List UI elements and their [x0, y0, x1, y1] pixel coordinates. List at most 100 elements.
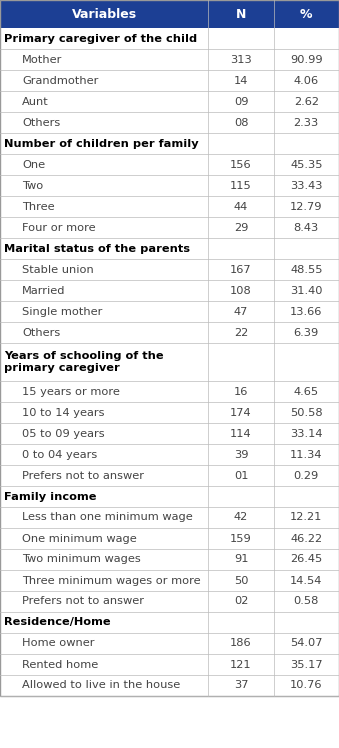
- Bar: [0, 217, 339, 238]
- Text: 0.58: 0.58: [294, 596, 319, 607]
- Bar: [0, 91, 339, 112]
- Text: 10.76: 10.76: [290, 681, 322, 690]
- Text: 29: 29: [234, 222, 248, 233]
- Text: Others: Others: [22, 328, 60, 337]
- Text: 44: 44: [234, 201, 248, 212]
- Text: One minimum wage: One minimum wage: [22, 533, 137, 544]
- Bar: [0, 465, 339, 486]
- Bar: [0, 196, 339, 217]
- Text: 46.22: 46.22: [290, 533, 322, 544]
- Text: Married: Married: [22, 286, 65, 295]
- Bar: [0, 486, 339, 507]
- Bar: [0, 381, 339, 402]
- Bar: [0, 28, 339, 49]
- Bar: [0, 49, 339, 70]
- Text: Three minimum wages or more: Three minimum wages or more: [22, 575, 201, 586]
- Text: 4.65: 4.65: [294, 387, 319, 396]
- Text: 02: 02: [234, 596, 248, 607]
- Text: 12.21: 12.21: [290, 512, 322, 523]
- Text: One: One: [22, 159, 45, 170]
- Text: 26.45: 26.45: [290, 554, 322, 565]
- Text: 10 to 14 years: 10 to 14 years: [22, 408, 104, 417]
- Bar: [0, 154, 339, 175]
- Bar: [0, 654, 339, 675]
- Text: Aunt: Aunt: [22, 96, 49, 106]
- Text: Prefers not to answer: Prefers not to answer: [22, 470, 144, 480]
- Text: 08: 08: [234, 117, 248, 127]
- Text: 22: 22: [234, 328, 248, 337]
- Text: 33.43: 33.43: [290, 180, 322, 191]
- Text: 0 to 04 years: 0 to 04 years: [22, 450, 97, 459]
- Text: Single mother: Single mother: [22, 307, 102, 316]
- Text: Four or more: Four or more: [22, 222, 96, 233]
- Text: 0.29: 0.29: [294, 470, 319, 480]
- Bar: [0, 343, 339, 381]
- Text: 167: 167: [230, 265, 252, 275]
- Text: Residence/Home: Residence/Home: [4, 618, 111, 628]
- Text: Prefers not to answer: Prefers not to answer: [22, 596, 144, 607]
- Text: 186: 186: [230, 639, 252, 649]
- Text: 35.17: 35.17: [290, 660, 323, 669]
- Bar: [0, 507, 339, 528]
- Text: 16: 16: [234, 387, 248, 396]
- Bar: [0, 322, 339, 343]
- Bar: [0, 133, 339, 154]
- Text: N: N: [236, 7, 246, 20]
- Text: 8.43: 8.43: [294, 222, 319, 233]
- Text: Marital status of the parents: Marital status of the parents: [4, 244, 190, 254]
- Text: Two: Two: [22, 180, 43, 191]
- Bar: [0, 0, 339, 28]
- Text: 42: 42: [234, 512, 248, 523]
- Text: Less than one minimum wage: Less than one minimum wage: [22, 512, 193, 523]
- Bar: [0, 259, 339, 280]
- Bar: [0, 70, 339, 91]
- Text: Others: Others: [22, 117, 60, 127]
- Text: 115: 115: [230, 180, 252, 191]
- Bar: [0, 175, 339, 196]
- Text: 15 years or more: 15 years or more: [22, 387, 120, 396]
- Text: 45.35: 45.35: [290, 159, 322, 170]
- Text: Home owner: Home owner: [22, 639, 95, 649]
- Text: 33.14: 33.14: [290, 429, 322, 438]
- Text: Three: Three: [22, 201, 55, 212]
- Text: Allowed to live in the house: Allowed to live in the house: [22, 681, 180, 690]
- Text: 121: 121: [230, 660, 252, 669]
- Text: Stable union: Stable union: [22, 265, 94, 275]
- Text: 14: 14: [234, 76, 248, 85]
- Text: 39: 39: [234, 450, 248, 459]
- Bar: [0, 612, 339, 633]
- Text: 91: 91: [234, 554, 248, 565]
- Text: 37: 37: [234, 681, 248, 690]
- Bar: [0, 570, 339, 591]
- Text: Primary caregiver of the child: Primary caregiver of the child: [4, 34, 197, 43]
- Text: Years of schooling of the
primary caregiver: Years of schooling of the primary caregi…: [4, 351, 164, 373]
- Text: Mother: Mother: [22, 55, 62, 64]
- Text: 14.54: 14.54: [290, 575, 322, 586]
- Text: Family income: Family income: [4, 491, 97, 501]
- Text: 50.58: 50.58: [290, 408, 323, 417]
- Text: 05 to 09 years: 05 to 09 years: [22, 429, 105, 438]
- Text: 09: 09: [234, 96, 248, 106]
- Bar: [0, 112, 339, 133]
- Text: 11.34: 11.34: [290, 450, 322, 459]
- Text: 159: 159: [230, 533, 252, 544]
- Text: 174: 174: [230, 408, 252, 417]
- Bar: [0, 633, 339, 654]
- Text: 90.99: 90.99: [290, 55, 323, 64]
- Text: 01: 01: [234, 470, 248, 480]
- Text: 12.79: 12.79: [290, 201, 322, 212]
- Text: Rented home: Rented home: [22, 660, 98, 669]
- Bar: [0, 591, 339, 612]
- Text: 13.66: 13.66: [290, 307, 322, 316]
- Text: 48.55: 48.55: [290, 265, 322, 275]
- Text: %: %: [300, 7, 313, 20]
- Text: Grandmother: Grandmother: [22, 76, 98, 85]
- Text: 2.33: 2.33: [294, 117, 319, 127]
- Text: 54.07: 54.07: [290, 639, 322, 649]
- Bar: [0, 528, 339, 549]
- Text: 6.39: 6.39: [294, 328, 319, 337]
- Text: 4.06: 4.06: [294, 76, 319, 85]
- Text: 50: 50: [234, 575, 248, 586]
- Bar: [0, 402, 339, 423]
- Text: Variables: Variables: [72, 7, 137, 20]
